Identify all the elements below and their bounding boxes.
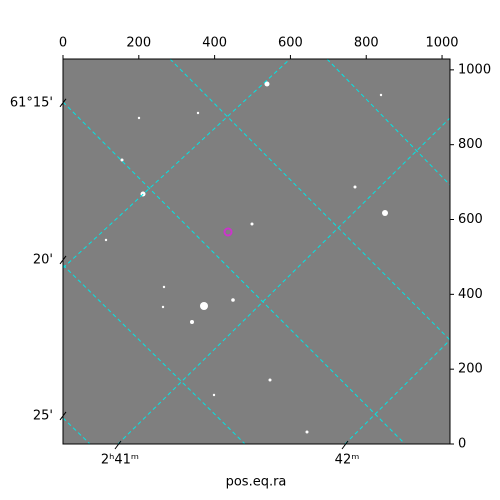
- x-tick-label: 600: [278, 36, 303, 51]
- dec-tick: [59, 255, 67, 265]
- dec-tick-label: 20': [33, 252, 53, 267]
- y-tick-label: 1000: [458, 62, 491, 77]
- stars: [104, 81, 388, 434]
- dec-tick-label: 61°15': [10, 95, 53, 110]
- dec-tick: [59, 98, 67, 108]
- y-tick-label: 0: [458, 437, 466, 452]
- ra-tick: [114, 440, 122, 450]
- dec-tick-label: 25': [33, 408, 53, 423]
- y-tick-label: 600: [458, 212, 483, 227]
- y-tick-label: 800: [458, 137, 483, 152]
- x-tick-label: 400: [202, 36, 227, 51]
- x-axis-label: pos.eq.ra: [226, 475, 287, 490]
- frame: [62, 58, 451, 445]
- x-tick-label: 200: [126, 36, 151, 51]
- x-tick-label: 800: [354, 36, 379, 51]
- ra-tick-label: 42ᵐ: [335, 453, 360, 468]
- y-tick-label: 200: [458, 362, 483, 377]
- wcs-grid: [62, 58, 451, 445]
- dec-tick: [59, 411, 67, 421]
- ra-tick-label: 2ʰ41ᵐ: [101, 453, 139, 468]
- target-marker: [223, 227, 233, 237]
- x-tick-label: 0: [59, 36, 67, 51]
- y-tick-label: 400: [458, 287, 483, 302]
- x-tick-label: 1000: [425, 36, 458, 51]
- sky-image: [63, 59, 450, 444]
- ra-tick: [341, 440, 349, 450]
